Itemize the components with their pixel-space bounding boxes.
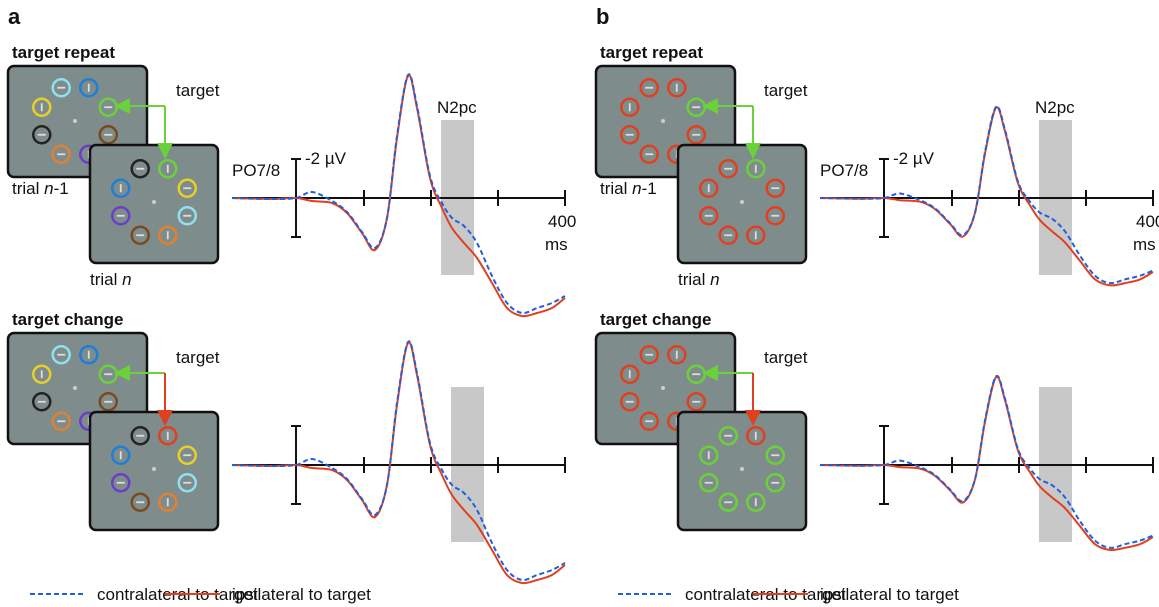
channel-label: PO7/8 — [232, 161, 280, 180]
condition-title: target repeat — [600, 43, 703, 62]
trial-label-part: trial — [678, 270, 710, 289]
legend-label: ipsilateral to target — [820, 585, 959, 604]
fixation — [740, 467, 744, 471]
contralateral-wave — [820, 376, 1153, 548]
target-label: target — [764, 348, 808, 367]
trial-label-part: n — [710, 270, 719, 289]
time-label: 400 — [548, 212, 576, 231]
scale-label: -2 µV — [305, 149, 347, 168]
condition-title: target change — [600, 310, 711, 329]
contralateral-wave — [820, 106, 1153, 283]
trial-label-part: -1 — [642, 179, 657, 198]
trial-label-part: trial — [12, 179, 44, 198]
row: target change target — [596, 310, 1153, 550]
trial-label-part: n — [122, 270, 131, 289]
trial-label: trial n — [90, 270, 132, 289]
target-label: target — [176, 81, 220, 100]
target-label: target — [176, 348, 220, 367]
fixation — [73, 119, 77, 123]
target-label: target — [764, 81, 808, 100]
channel-label: PO7/8 — [820, 161, 868, 180]
fixation — [73, 386, 77, 390]
trial-label-part: trial — [90, 270, 122, 289]
ipsilateral-wave — [820, 107, 1153, 285]
contralateral-wave — [232, 74, 565, 313]
fixation — [740, 200, 744, 204]
time-unit: ms — [1133, 235, 1156, 254]
fixation — [152, 467, 156, 471]
ipsilateral-wave — [232, 75, 565, 316]
trial-label: trial n — [678, 270, 720, 289]
legend-label: ipsilateral to target — [232, 585, 371, 604]
ipsilateral-wave — [232, 342, 565, 583]
ipsilateral-wave — [820, 377, 1153, 550]
scale-label: -2 µV — [893, 149, 935, 168]
component-label: N2pc — [437, 98, 477, 117]
trial-label-part: n — [44, 179, 53, 198]
fixation — [661, 119, 665, 123]
panel-label: a — [8, 4, 21, 29]
trial-label: trial n-1 — [12, 179, 69, 198]
trial-label: trial n-1 — [600, 179, 657, 198]
trial-label-part: n — [632, 179, 641, 198]
condition-title: target change — [12, 310, 123, 329]
figure: atarget repeattargettrial n-1trial nPO7/… — [0, 0, 1159, 607]
condition-title: target repeat — [12, 43, 115, 62]
row: target change target — [8, 310, 565, 583]
time-label: 400 — [1136, 212, 1159, 231]
time-unit: ms — [545, 235, 568, 254]
trial-label-part: trial — [600, 179, 632, 198]
fixation — [152, 200, 156, 204]
trial-label-part: -1 — [54, 179, 69, 198]
component-label: N2pc — [1035, 98, 1075, 117]
fixation — [661, 386, 665, 390]
contralateral-wave — [232, 341, 565, 580]
panel-label: b — [596, 4, 609, 29]
